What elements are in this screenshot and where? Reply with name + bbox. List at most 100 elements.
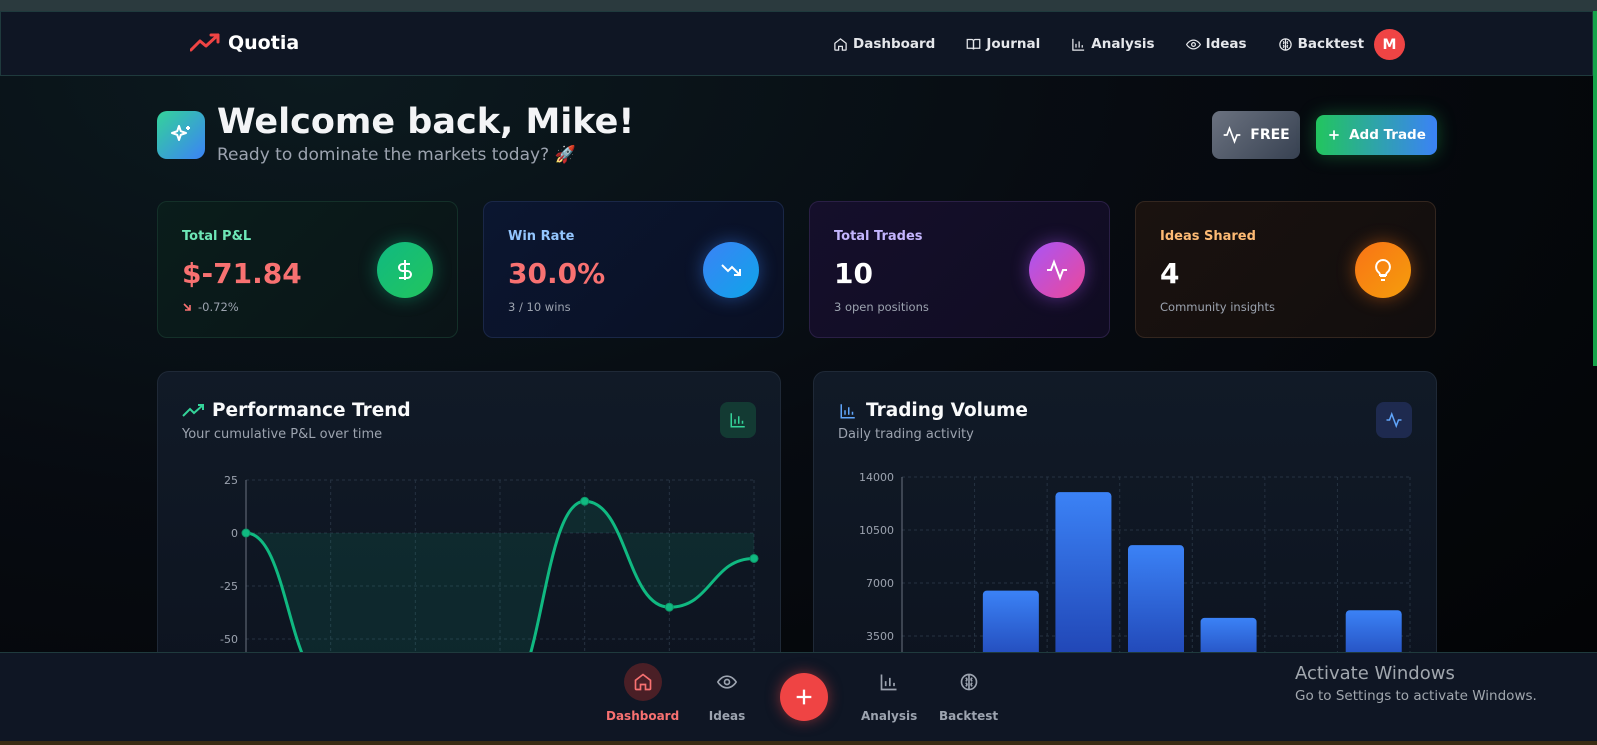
volume-chart: 14000 10500 7000 3500: [859, 471, 1411, 672]
panel-subtitle: Daily trading activity: [838, 427, 974, 442]
bar: [1128, 545, 1184, 672]
welcome-sparkle-badge: [157, 111, 205, 159]
panel-title-text: Trading Volume: [866, 400, 1028, 421]
watermark-subtitle: Go to Settings to activate Windows.: [1295, 688, 1537, 704]
arrow-down-right-icon: [183, 303, 191, 311]
bar-chart-icon[interactable]: [720, 402, 756, 438]
user-avatar[interactable]: M: [1374, 29, 1405, 60]
bottom-nav-label: Analysis: [861, 709, 918, 723]
activity-icon: [1029, 242, 1085, 298]
plan-free-button[interactable]: FREE: [1212, 111, 1300, 159]
bottom-nav-label: Ideas: [708, 709, 746, 723]
welcome-subtitle: Ready to dominate the markets today? 🚀: [217, 145, 576, 165]
bottom-nav-dashboard[interactable]: Dashboard: [606, 663, 679, 723]
eye-icon: [1185, 38, 1201, 50]
plan-badge-label: FREE: [1250, 127, 1290, 143]
bottom-nav-label: Dashboard: [606, 709, 680, 723]
nav-ideas[interactable]: Ideas: [1185, 34, 1247, 54]
y-tick-label: 25: [224, 474, 238, 487]
trading-volume-panel: Trading Volume Daily trading activity 14…: [813, 371, 1437, 672]
stat-value: 4: [1160, 257, 1180, 290]
data-point: [664, 602, 674, 612]
stat-label: Ideas Shared: [1160, 229, 1256, 244]
y-tick-label: -50: [220, 633, 238, 646]
stat-note: 3 / 10 wins: [508, 300, 571, 314]
stat-note-text: -0.72%: [198, 300, 239, 314]
performance-chart: 25 0 -25 -50: [220, 474, 759, 672]
brain-icon: [950, 663, 988, 701]
bar-chart-icon: [840, 403, 855, 418]
brand-logo[interactable]: Quotia: [190, 32, 299, 54]
stat-label: Total P&L: [182, 229, 252, 244]
windows-activation-watermark: Activate Windows Go to Settings to activ…: [1295, 663, 1537, 704]
nav-analysis-label: Analysis: [1091, 36, 1155, 52]
data-point: [580, 496, 590, 506]
bar-chart-icon: [870, 663, 908, 701]
stat-card-total-pnl: Total P&L $-71.84 -0.72%: [157, 201, 458, 338]
stat-value: $-71.84: [182, 257, 302, 290]
area-fill: [246, 501, 754, 672]
lightbulb-icon: [1355, 242, 1411, 298]
welcome-title: Welcome back, Mike!: [217, 102, 635, 142]
stat-note: Community insights: [1160, 300, 1275, 314]
trending-down-icon: [703, 242, 759, 298]
nav-ideas-label: Ideas: [1205, 36, 1247, 52]
bottom-nav-analysis[interactable]: Analysis: [861, 663, 917, 723]
stat-label: Total Trades: [834, 229, 923, 244]
brand-name: Quotia: [228, 32, 300, 54]
brain-icon: [1278, 37, 1292, 51]
nav-analysis[interactable]: Analysis: [1071, 34, 1155, 54]
panel-title-text: Performance Trend: [212, 400, 411, 421]
scrollbar-thumb[interactable]: [1593, 11, 1597, 366]
stat-card-total-trades: Total Trades 10 3 open positions: [809, 201, 1110, 338]
plus-icon: [1329, 130, 1339, 140]
bottom-nav-ideas[interactable]: Ideas: [708, 663, 746, 723]
y-tick-label: 7000: [866, 577, 894, 590]
stat-note: 3 open positions: [834, 300, 929, 314]
nav-dashboard[interactable]: Dashboard: [833, 34, 935, 54]
sparkles-icon: [171, 125, 190, 141]
nav-journal[interactable]: Journal: [966, 34, 1040, 54]
panel-title: Trading Volume: [838, 400, 1028, 421]
stat-note: -0.72%: [182, 300, 239, 314]
bottom-nav-label: Backtest: [939, 709, 999, 723]
eye-icon: [708, 663, 746, 701]
taskbar-edge: [0, 741, 1597, 745]
bottom-nav: Dashboard Ideas Analysis Backtest Activa…: [0, 652, 1597, 745]
nav-backtest-label: Backtest: [1297, 36, 1365, 52]
home-icon: [623, 663, 662, 701]
activity-icon[interactable]: [1376, 402, 1412, 438]
trending-up-icon: [182, 403, 204, 417]
book-icon: [966, 38, 981, 50]
performance-trend-panel: Performance Trend Your cumulative P&L ov…: [157, 371, 781, 672]
y-tick-label: 10500: [859, 524, 894, 537]
stat-card-win-rate: Win Rate 30.0% 3 / 10 wins: [483, 201, 784, 338]
y-tick-label: -25: [220, 580, 238, 593]
stat-label: Win Rate: [508, 229, 575, 244]
trending-up-icon: [190, 33, 220, 52]
bar-chart-icon: [1072, 38, 1085, 51]
y-tick-label: 0: [231, 527, 238, 540]
watermark-title: Activate Windows: [1295, 663, 1455, 684]
nav-dashboard-label: Dashboard: [853, 36, 936, 52]
panel-subtitle: Your cumulative P&L over time: [182, 427, 383, 442]
stat-value: 10: [834, 257, 873, 290]
y-tick-label: 14000: [859, 471, 894, 484]
bottom-nav-backtest[interactable]: Backtest: [939, 663, 998, 723]
home-icon: [834, 37, 847, 51]
y-tick-label: 3500: [866, 630, 894, 643]
bar: [982, 590, 1039, 672]
add-trade-button[interactable]: Add Trade: [1316, 115, 1437, 155]
nav-backtest[interactable]: Backtest: [1278, 34, 1364, 54]
bottom-nav-add-button[interactable]: [780, 673, 828, 721]
plus-icon: [796, 689, 812, 705]
panel-title: Performance Trend: [182, 400, 411, 421]
activity-icon: [1223, 125, 1241, 145]
nav-journal-label: Journal: [986, 36, 1041, 52]
dollar-icon: [377, 242, 433, 298]
data-point: [749, 553, 759, 563]
stat-value: 30.0%: [508, 257, 606, 290]
data-point: [241, 528, 251, 538]
add-trade-label: Add Trade: [1349, 127, 1426, 143]
